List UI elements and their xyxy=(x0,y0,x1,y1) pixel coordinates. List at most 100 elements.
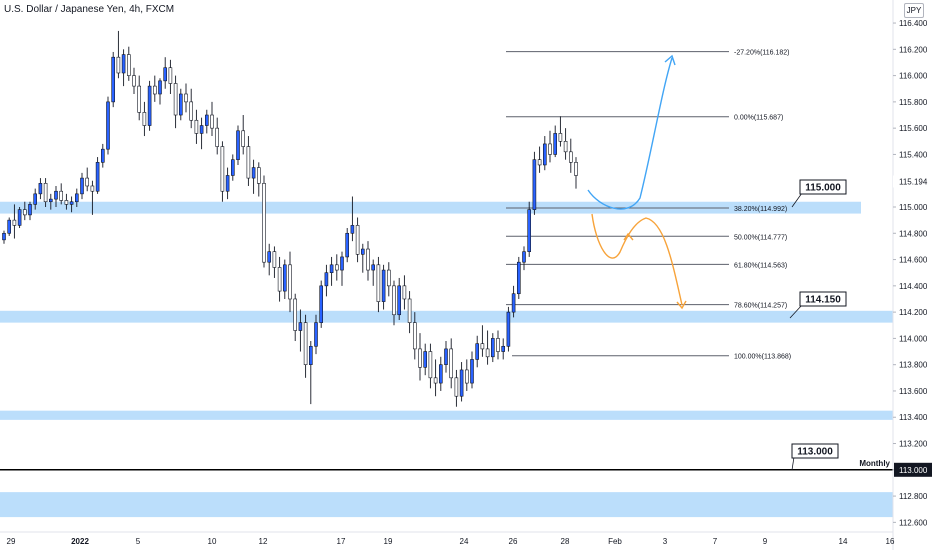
candle-up xyxy=(511,293,516,313)
candle-up xyxy=(475,343,480,360)
fib-label: -27.20%(116.182) xyxy=(734,50,790,57)
candle-up xyxy=(319,285,324,323)
fibonacci-retracement: -27.20%(116.182) 0.00%(115.687) 38.20%(114… xyxy=(506,50,791,361)
candle-down xyxy=(449,348,454,379)
candle-down xyxy=(568,151,573,163)
monthly-axis-label: 113.000 xyxy=(899,466,928,475)
x-tick-label: 17 xyxy=(337,537,346,546)
fib-label: 100.00%(113.868) xyxy=(734,354,791,361)
candle-up xyxy=(423,351,428,368)
y-tick-label: 112.800 xyxy=(899,492,928,501)
y-tick-label: 114.600 xyxy=(899,256,928,265)
monthly-axis-marker xyxy=(894,462,932,477)
arrow-head xyxy=(676,300,687,310)
x-tick-label: 7 xyxy=(713,537,718,546)
candle-up xyxy=(397,285,402,316)
candle-up xyxy=(17,209,22,226)
candle-down xyxy=(215,127,219,147)
level-tag-label: 114.150 xyxy=(805,295,841,306)
x-tick-label: 29 xyxy=(7,537,16,546)
candle-up xyxy=(75,193,79,203)
fib-label: 38.20%(114.992) xyxy=(734,206,787,213)
candle-up xyxy=(199,125,204,134)
candle-down xyxy=(64,200,69,205)
level-tag xyxy=(791,443,839,459)
bearish-projection-arrow xyxy=(591,213,683,306)
x-tick-label: 16 xyxy=(886,537,895,546)
zone-2 xyxy=(0,410,893,420)
arrow-head xyxy=(623,232,634,241)
zone-0 xyxy=(0,201,861,214)
candle-down xyxy=(574,162,578,176)
y-tick-label: 115.600 xyxy=(899,124,928,133)
candle-up xyxy=(371,264,376,271)
candle-down xyxy=(548,143,552,155)
candle-up xyxy=(350,225,355,234)
arrow-head xyxy=(664,54,676,66)
bullish-projection-arrow xyxy=(587,57,673,210)
candle-down xyxy=(173,83,178,116)
zone-3 xyxy=(0,492,893,518)
candle-up xyxy=(298,322,303,331)
x-tick-label: 12 xyxy=(259,537,268,546)
candle-up xyxy=(490,338,495,358)
candle-up xyxy=(48,198,53,203)
candle-up xyxy=(308,345,313,365)
y-tick-label: 113.400 xyxy=(899,413,928,422)
candle-down xyxy=(412,322,417,350)
candle-down xyxy=(418,348,422,368)
candle-up xyxy=(205,114,209,126)
y-tick-label: 114.400 xyxy=(899,282,928,291)
candle-down xyxy=(485,348,490,358)
y-tick-label: 115.400 xyxy=(899,150,928,159)
candle-up xyxy=(438,364,443,384)
candle-down xyxy=(116,56,121,74)
candle-down xyxy=(386,269,391,287)
y-tick-label: 116.200 xyxy=(899,45,928,54)
candle-down xyxy=(366,248,370,271)
candle-up xyxy=(345,232,350,258)
level-tags: 115.000 114.150 113.000 xyxy=(789,179,847,471)
candle-down xyxy=(272,251,277,268)
chart-title: U.S. Dollar / Japanese Yen, 4h, FXCM xyxy=(4,4,175,15)
level-tag xyxy=(799,291,847,307)
support-resistance-zones xyxy=(0,201,893,518)
x-tick-label: 14 xyxy=(839,537,848,546)
candle-down xyxy=(407,298,412,323)
tag-pointer xyxy=(791,192,803,208)
candle-up xyxy=(179,93,183,116)
candle-down xyxy=(558,133,563,142)
x-tick-label: 10 xyxy=(208,537,217,546)
candle-up xyxy=(444,348,448,365)
y-tick-label: 113.800 xyxy=(899,361,928,370)
level-tag xyxy=(799,179,847,195)
candle-up xyxy=(506,311,511,347)
candle-down xyxy=(402,285,407,300)
currency-label[interactable]: JPY xyxy=(904,3,924,18)
last-price-label: 115.194 xyxy=(899,178,928,187)
price-axis: 116.400 116.200 116.000 115.800 115.600 115.4… xyxy=(892,0,932,550)
candle-down xyxy=(43,183,48,203)
candle-up xyxy=(111,56,115,103)
candle-up xyxy=(95,162,100,192)
candle-down xyxy=(153,85,157,95)
candle-up xyxy=(360,248,365,255)
x-tick-label: 24 xyxy=(460,537,469,546)
candle-up xyxy=(532,159,537,210)
fib-label: 61.80%(114.563) xyxy=(734,262,787,269)
candle-up xyxy=(282,264,287,292)
candle-down xyxy=(293,298,298,331)
candle-down xyxy=(496,338,500,352)
projection-arrows xyxy=(587,54,687,310)
candle-up xyxy=(329,264,334,274)
y-tick-label: 115.000 xyxy=(899,203,928,212)
tag-pointer xyxy=(791,456,795,471)
x-tick-label: 5 xyxy=(136,537,141,546)
candle-down xyxy=(85,177,89,187)
candle-down xyxy=(563,141,568,153)
candle-up xyxy=(314,322,318,347)
candle-down xyxy=(256,167,261,184)
candle-up xyxy=(225,175,230,192)
candle-down xyxy=(132,75,136,87)
